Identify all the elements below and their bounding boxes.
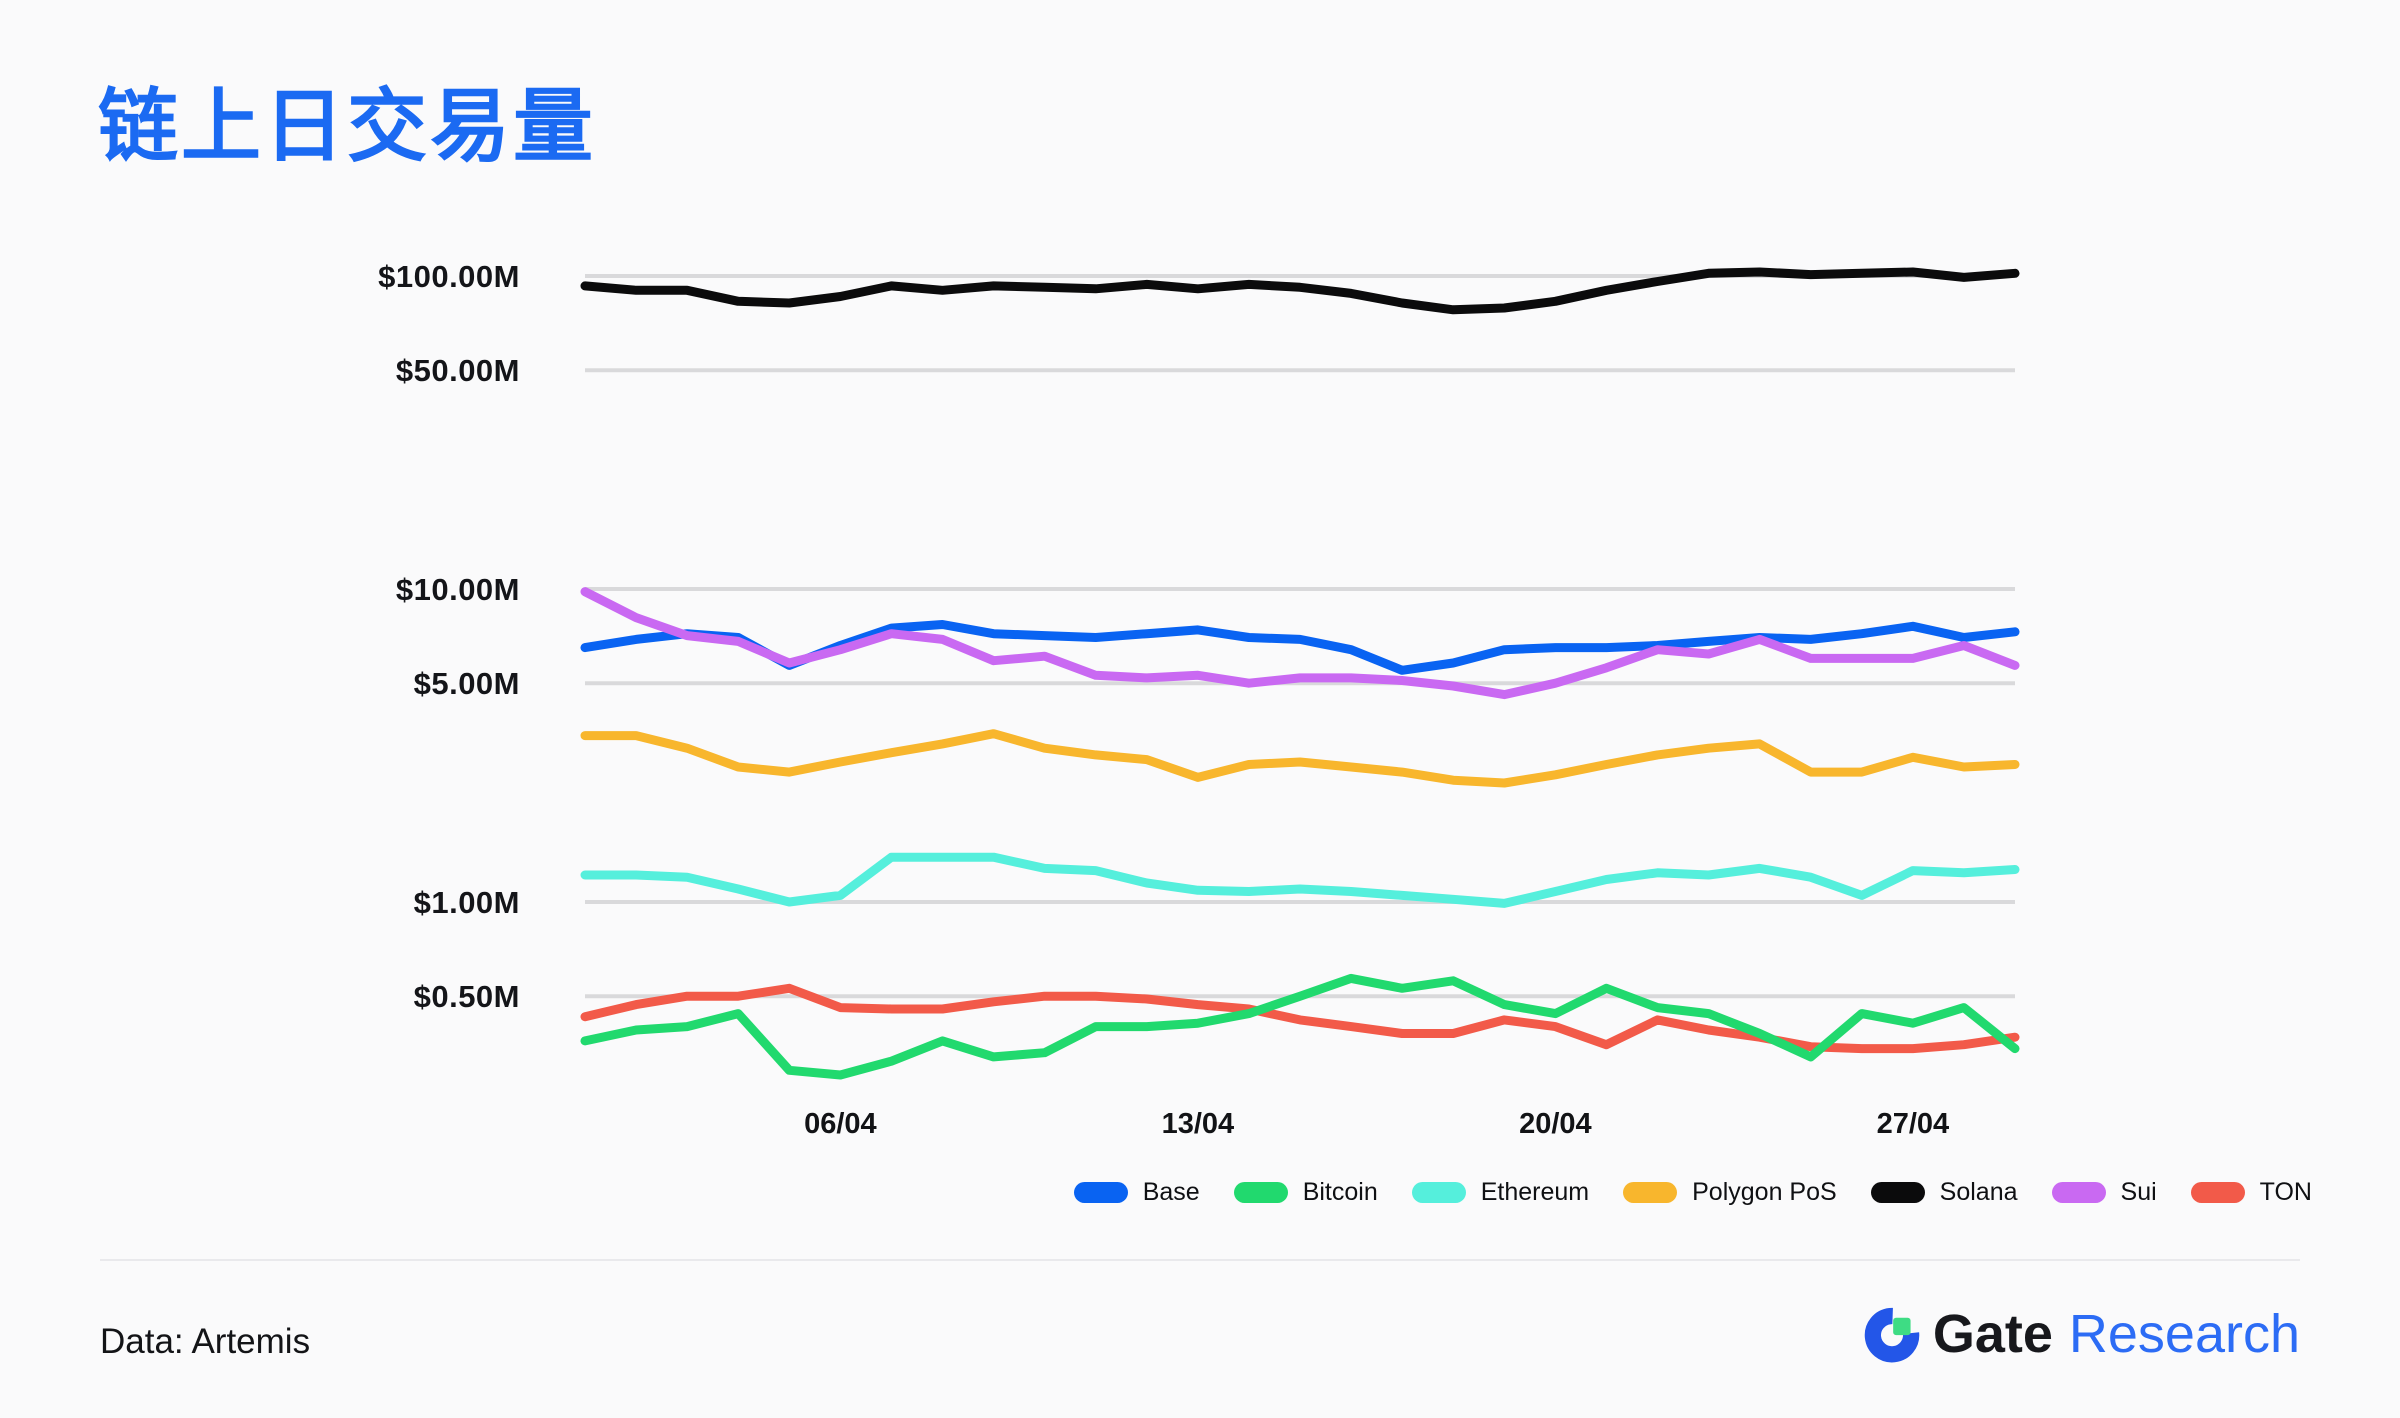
- x-axis-label: 27/04: [1877, 1108, 1950, 1140]
- legend-swatch-icon: [2190, 1182, 2245, 1203]
- legend-swatch-icon: [1870, 1182, 1925, 1203]
- legend-label: Polygon PoS: [1692, 1178, 1837, 1206]
- legend-label: Sui: [2120, 1178, 2157, 1206]
- gate-logo-icon: [1864, 1307, 1920, 1363]
- y-axis-label: $5.00M: [414, 666, 520, 701]
- y-axis-label: $0.50M: [414, 979, 520, 1014]
- legend: Base Bitcoin Ethereum Polygon PoS Solana Sui T…: [1073, 1178, 2312, 1207]
- legend-swatch-icon: [1233, 1182, 1288, 1203]
- y-axis-label: $10.00M: [396, 572, 520, 607]
- legend-item-sui: Sui: [2051, 1178, 2157, 1207]
- series-line-solana: [580, 267, 2020, 315]
- legend-swatch-icon: [1411, 1182, 1466, 1203]
- legend-label: Solana: [1939, 1178, 2018, 1206]
- series-line-polygon-pos: [580, 729, 2020, 788]
- legend-item-ton: TON: [2190, 1178, 2312, 1207]
- x-axis-label: 13/04: [1162, 1108, 1235, 1140]
- footer-separator: [100, 1259, 2300, 1261]
- legend-item-base: Base: [1073, 1178, 1200, 1207]
- legend-label: Ethereum: [1480, 1178, 1590, 1206]
- page-title: 链上日交易量: [98, 82, 596, 171]
- data-source-label: Data: Artemis: [100, 1322, 311, 1361]
- brand-name-gate: Gate: [1932, 1304, 2053, 1364]
- brand-name-research: Research: [2068, 1304, 2300, 1364]
- x-axis-label: 06/04: [804, 1108, 877, 1140]
- legend-label: Bitcoin: [1302, 1178, 1378, 1206]
- legend-item-bitcoin: Bitcoin: [1233, 1178, 1378, 1207]
- legend-label: TON: [2259, 1178, 2312, 1206]
- series-line-sui: [580, 587, 2020, 700]
- legend-swatch-icon: [1073, 1182, 1128, 1203]
- legend-swatch-icon: [1623, 1182, 1678, 1203]
- legend-swatch-icon: [2051, 1182, 2106, 1203]
- y-axis-label: $100.00M: [378, 259, 520, 294]
- brand-logo: Gate Research: [1863, 1303, 2300, 1365]
- series-line-ethereum: [580, 852, 2020, 908]
- legend-item-ethereum: Ethereum: [1411, 1178, 1590, 1207]
- y-axis-label: $50.00M: [396, 353, 520, 388]
- series-line-bitcoin: [580, 973, 2020, 1080]
- y-axis-label: $1.00M: [414, 885, 520, 920]
- legend-item-solana: Solana: [1870, 1178, 2018, 1207]
- x-axis-label: 20/04: [1519, 1108, 1592, 1140]
- legend-label: Base: [1142, 1178, 1200, 1206]
- legend-item-polygon-pos: Polygon PoS: [1623, 1178, 1837, 1207]
